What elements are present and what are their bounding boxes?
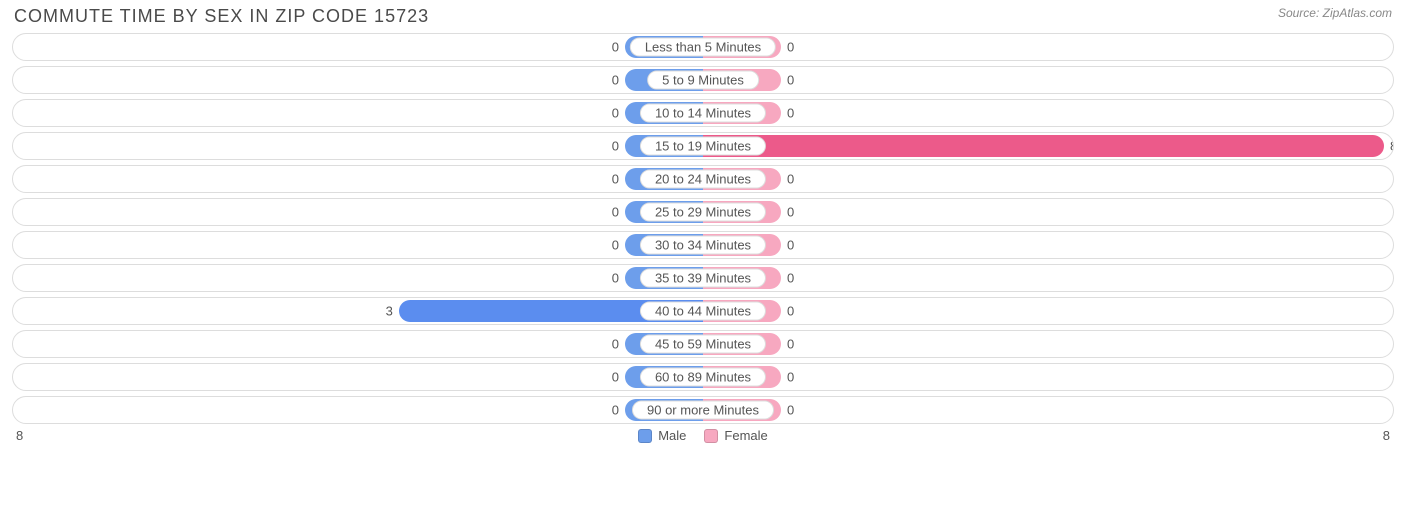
chart-row: 15 to 19 Minutes 0 8	[12, 132, 1394, 160]
male-swatch-icon	[638, 429, 652, 443]
chart-row: 20 to 24 Minutes 0 0	[12, 165, 1394, 193]
chart-rows: Less than 5 Minutes005 to 9 Minutes0010 …	[10, 33, 1396, 424]
chart-row: 25 to 29 Minutes 0 0	[12, 198, 1394, 226]
category-label: 30 to 34 Minutes	[640, 236, 766, 255]
chart-row: 35 to 39 Minutes 0 0	[12, 264, 1394, 292]
category-label: 20 to 24 Minutes	[640, 170, 766, 189]
legend-male-label: Male	[658, 428, 686, 443]
chart-row: 60 to 89 Minutes 0 0	[12, 363, 1394, 391]
category-label: 10 to 14 Minutes	[640, 104, 766, 123]
legend: Male Female	[23, 428, 1383, 443]
chart-footer: 8 Male Female 8	[10, 424, 1396, 443]
category-label: 40 to 44 Minutes	[640, 302, 766, 321]
category-label: 90 or more Minutes	[632, 401, 774, 420]
chart-row: Less than 5 Minutes 0 0	[12, 33, 1394, 61]
chart-row: 5 to 9 Minutes 0 0	[12, 66, 1394, 94]
female-value-label: 0	[787, 403, 794, 418]
male-value-label: 0	[612, 370, 619, 385]
chart-row: 40 to 44 Minutes 3 0	[12, 297, 1394, 325]
legend-female-label: Female	[724, 428, 767, 443]
chart-container: COMMUTE TIME BY SEX IN ZIP CODE 15723 So…	[0, 0, 1406, 447]
category-label: 60 to 89 Minutes	[640, 368, 766, 387]
female-value-label: 0	[787, 337, 794, 352]
category-label: 35 to 39 Minutes	[640, 269, 766, 288]
female-value-label: 0	[787, 40, 794, 55]
category-label: 25 to 29 Minutes	[640, 203, 766, 222]
female-value-label: 0	[787, 73, 794, 88]
category-label: 15 to 19 Minutes	[640, 137, 766, 156]
female-value-label: 0	[787, 238, 794, 253]
category-label: 5 to 9 Minutes	[647, 71, 759, 90]
female-swatch-icon	[704, 429, 718, 443]
female-value-label: 0	[787, 304, 794, 319]
chart-source: Source: ZipAtlas.com	[1278, 6, 1392, 20]
legend-item-female: Female	[704, 428, 767, 443]
male-value-label: 0	[612, 172, 619, 187]
female-value-label: 0	[787, 370, 794, 385]
category-label: Less than 5 Minutes	[630, 38, 776, 57]
female-value-label: 0	[787, 271, 794, 286]
female-value-label: 8	[1390, 139, 1394, 154]
female-value-label: 0	[787, 106, 794, 121]
female-bar	[703, 135, 1384, 157]
male-value-label: 0	[612, 403, 619, 418]
male-value-label: 0	[612, 73, 619, 88]
female-value-label: 0	[787, 205, 794, 220]
chart-title: COMMUTE TIME BY SEX IN ZIP CODE 15723	[14, 6, 429, 27]
category-label: 45 to 59 Minutes	[640, 335, 766, 354]
male-value-label: 0	[612, 40, 619, 55]
axis-max-right: 8	[1383, 428, 1390, 443]
chart-row: 30 to 34 Minutes 0 0	[12, 231, 1394, 259]
male-value-label: 0	[612, 205, 619, 220]
male-value-label: 3	[386, 304, 393, 319]
axis-max-left: 8	[16, 428, 23, 443]
female-value-label: 0	[787, 172, 794, 187]
male-value-label: 0	[612, 271, 619, 286]
legend-item-male: Male	[638, 428, 686, 443]
chart-row: 45 to 59 Minutes 0 0	[12, 330, 1394, 358]
chart-row: 90 or more Minutes 0 0	[12, 396, 1394, 424]
chart-row: 10 to 14 Minutes 0 0	[12, 99, 1394, 127]
male-value-label: 0	[612, 106, 619, 121]
male-value-label: 0	[612, 337, 619, 352]
chart-header: COMMUTE TIME BY SEX IN ZIP CODE 15723 So…	[10, 6, 1396, 33]
male-value-label: 0	[612, 238, 619, 253]
male-value-label: 0	[612, 139, 619, 154]
